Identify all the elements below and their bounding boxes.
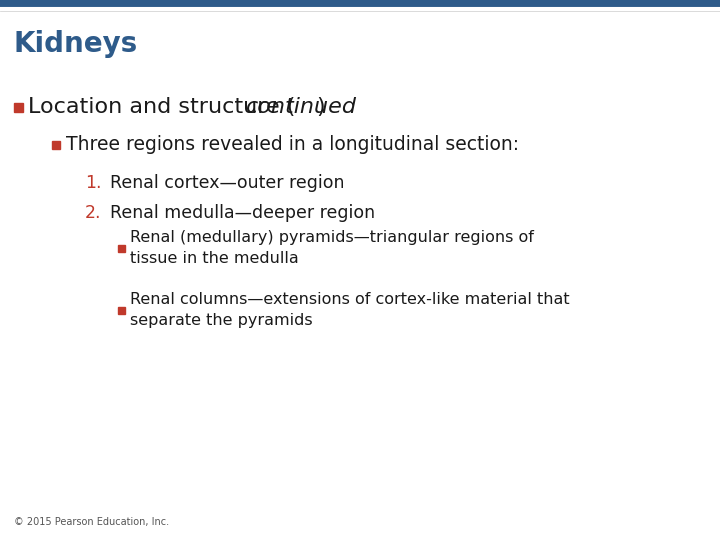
Text: Renal medulla—deeper region: Renal medulla—deeper region [110, 204, 375, 222]
Text: continued: continued [246, 97, 357, 117]
Text: ): ) [316, 97, 325, 117]
Text: Renal (medullary) pyramids—triangular regions of
tissue in the medulla: Renal (medullary) pyramids—triangular re… [130, 230, 534, 266]
Text: 2.: 2. [85, 204, 102, 222]
Bar [14, 103, 23, 111]
Bar [118, 307, 125, 314]
Text: © 2015 Pearson Education, Inc.: © 2015 Pearson Education, Inc. [14, 517, 169, 527]
Text: Renal cortex—outer region: Renal cortex—outer region [110, 174, 344, 192]
Text: Three regions revealed in a longitudinal section:: Three regions revealed in a longitudinal… [66, 136, 519, 154]
Text: Renal columns—extensions of cortex-like material that
separate the pyramids: Renal columns—extensions of cortex-like … [130, 292, 570, 328]
Bar [52, 141, 60, 149]
Text: Kidneys: Kidneys [14, 30, 138, 58]
Text: Location and structure (: Location and structure ( [28, 97, 295, 117]
Bar [0, 0, 720, 8]
Bar [118, 245, 125, 252]
Text: 1.: 1. [85, 174, 102, 192]
